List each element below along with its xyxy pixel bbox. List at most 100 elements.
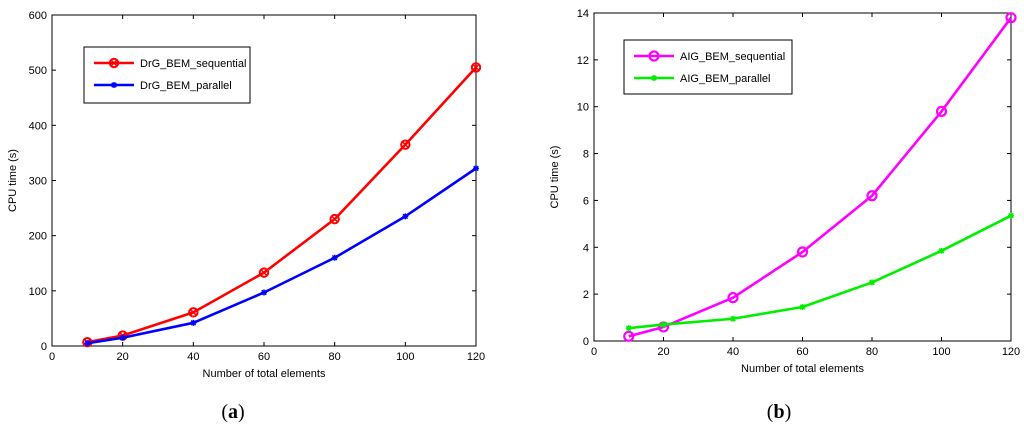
legend-label: DrG_BEM_parallel xyxy=(140,80,232,92)
data-point xyxy=(625,325,632,332)
x-tick-label: 80 xyxy=(866,346,878,358)
legend-label: AIG_BEM_parallel xyxy=(680,73,771,85)
data-point xyxy=(329,213,340,225)
x-tick-label: 80 xyxy=(329,351,341,363)
panel-label: a xyxy=(228,401,238,423)
data-point xyxy=(727,292,739,304)
legend-marker-star xyxy=(111,82,117,88)
panel-label: b xyxy=(773,401,784,423)
data-point-cross xyxy=(260,269,268,276)
data-point-star xyxy=(84,340,91,347)
data-point-cross xyxy=(472,64,480,71)
series-line xyxy=(87,167,477,345)
data-point xyxy=(473,165,479,172)
data-point xyxy=(796,246,809,258)
data-point xyxy=(84,340,91,347)
data-point xyxy=(119,334,126,341)
x-axis-label: Number of total elements xyxy=(203,368,326,380)
data-point xyxy=(402,213,409,220)
data-point-ring xyxy=(623,330,635,342)
data-point-star xyxy=(331,254,338,261)
data-point-star xyxy=(660,321,667,328)
x-tick-label: 0 xyxy=(49,351,55,363)
data-point-ring xyxy=(796,246,809,258)
legend-marker-ring xyxy=(108,57,120,69)
data-point-star xyxy=(119,334,126,341)
x-tick-label: 20 xyxy=(657,346,669,358)
data-point xyxy=(660,321,667,328)
data-point-ring xyxy=(329,213,340,225)
series-line xyxy=(628,214,1012,330)
y-axis-label: CPU time (s) xyxy=(7,149,19,212)
data-point xyxy=(1008,212,1014,219)
data-point-star xyxy=(625,325,632,332)
chart-a: 0 20 40 60 80 100 120 0 100 200 300 400 500 600 Number… xyxy=(7,10,485,423)
data-point xyxy=(331,254,338,261)
y-tick-label: 400 xyxy=(29,120,47,132)
x-tick-label: 60 xyxy=(796,346,808,358)
legend-box xyxy=(83,46,251,104)
data-point xyxy=(400,139,411,150)
x-tick-label: 40 xyxy=(727,346,739,358)
data-point-star xyxy=(938,247,945,254)
data-point-ring xyxy=(400,139,411,150)
data-point-star xyxy=(1008,212,1014,219)
x-tick-label: 120 xyxy=(1002,346,1020,358)
y-tick-label: 200 xyxy=(29,231,47,243)
legend-marker xyxy=(651,75,657,81)
y-tick-label: 10 xyxy=(577,102,589,114)
data-point-cross xyxy=(331,215,338,223)
x-tick-label: 120 xyxy=(467,351,485,363)
x-tick-label: 40 xyxy=(187,351,199,363)
legend-marker xyxy=(108,57,120,69)
data-point xyxy=(623,330,635,342)
y-tick-label: 2 xyxy=(583,289,589,301)
data-point xyxy=(258,267,270,278)
legend: AIG_BEM_sequential AIG_BEM_parallel xyxy=(623,39,793,95)
data-point xyxy=(938,247,945,254)
y-tick-label: 0 xyxy=(583,336,589,348)
x-tick-label: 100 xyxy=(396,351,414,363)
data-point-star xyxy=(799,304,806,311)
data-point-star xyxy=(473,165,479,172)
legend-box xyxy=(623,39,793,95)
y-tick-label: 6 xyxy=(583,195,589,207)
data-point xyxy=(935,105,948,118)
y-tick-label: 500 xyxy=(29,65,47,77)
data-point-ring xyxy=(866,190,878,202)
legend-label: DrG_BEM_sequential xyxy=(140,58,246,70)
data-point xyxy=(470,62,482,73)
data-point-ring xyxy=(188,307,199,318)
data-point xyxy=(261,289,267,296)
series-line xyxy=(87,66,477,344)
series-1 xyxy=(84,165,479,347)
x-tick-label: 60 xyxy=(258,351,270,363)
y-axis-label: CPU time (s) xyxy=(549,146,561,209)
legend: DrG_BEM_sequential DrG_BEM_parallel xyxy=(83,46,251,104)
legend-marker-star xyxy=(651,75,657,81)
y-tick-label: 300 xyxy=(29,176,47,188)
data-point-star xyxy=(190,319,197,326)
data-point xyxy=(188,307,199,318)
legend-marker xyxy=(111,82,117,88)
data-point-star xyxy=(402,213,409,220)
legend-marker-ring xyxy=(648,50,660,62)
legend-label: AIG_BEM_sequential xyxy=(680,51,785,63)
data-point-ring xyxy=(935,105,948,118)
series-1 xyxy=(625,212,1014,332)
data-point xyxy=(190,319,197,326)
y-tick-label: 4 xyxy=(583,242,589,254)
y-tick-label: 0 xyxy=(41,341,47,353)
data-point xyxy=(869,279,875,286)
data-point xyxy=(799,304,806,311)
x-tick-label: 100 xyxy=(932,346,950,358)
data-point-cross xyxy=(190,309,197,316)
data-point-cross xyxy=(402,141,409,148)
chart-b: 0 20 40 60 80 100 120 0 2 4 6 8 10 12 14 Number of tota… xyxy=(549,8,1020,423)
data-point-ring xyxy=(727,292,739,304)
data-point-star xyxy=(730,315,736,322)
x-tick-label: 0 xyxy=(591,346,597,358)
data-point xyxy=(866,190,878,202)
panel-caption: (b) xyxy=(767,401,791,423)
data-point xyxy=(730,315,736,322)
